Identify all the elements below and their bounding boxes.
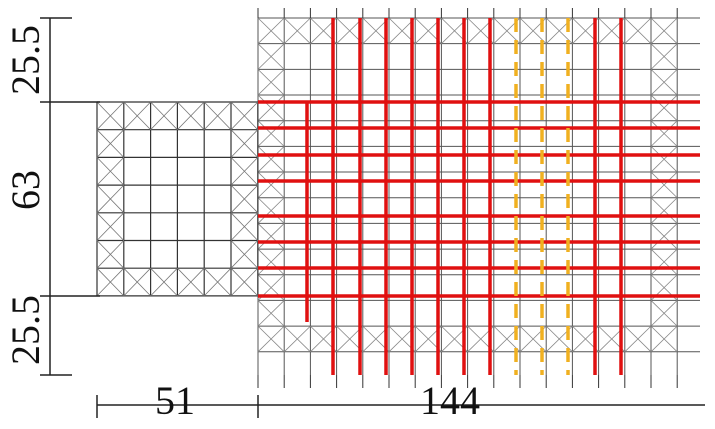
dim-label: 144	[420, 378, 480, 423]
dim-label: 25.5	[3, 25, 48, 95]
dim-label: 51	[155, 378, 195, 423]
structure-diagram: 25.5 63 25.5 51 144	[0, 0, 715, 429]
dim-label: 63	[3, 170, 48, 210]
dimension-lines	[40, 18, 705, 418]
dim-label: 25.5	[3, 295, 48, 365]
grid	[97, 8, 700, 388]
